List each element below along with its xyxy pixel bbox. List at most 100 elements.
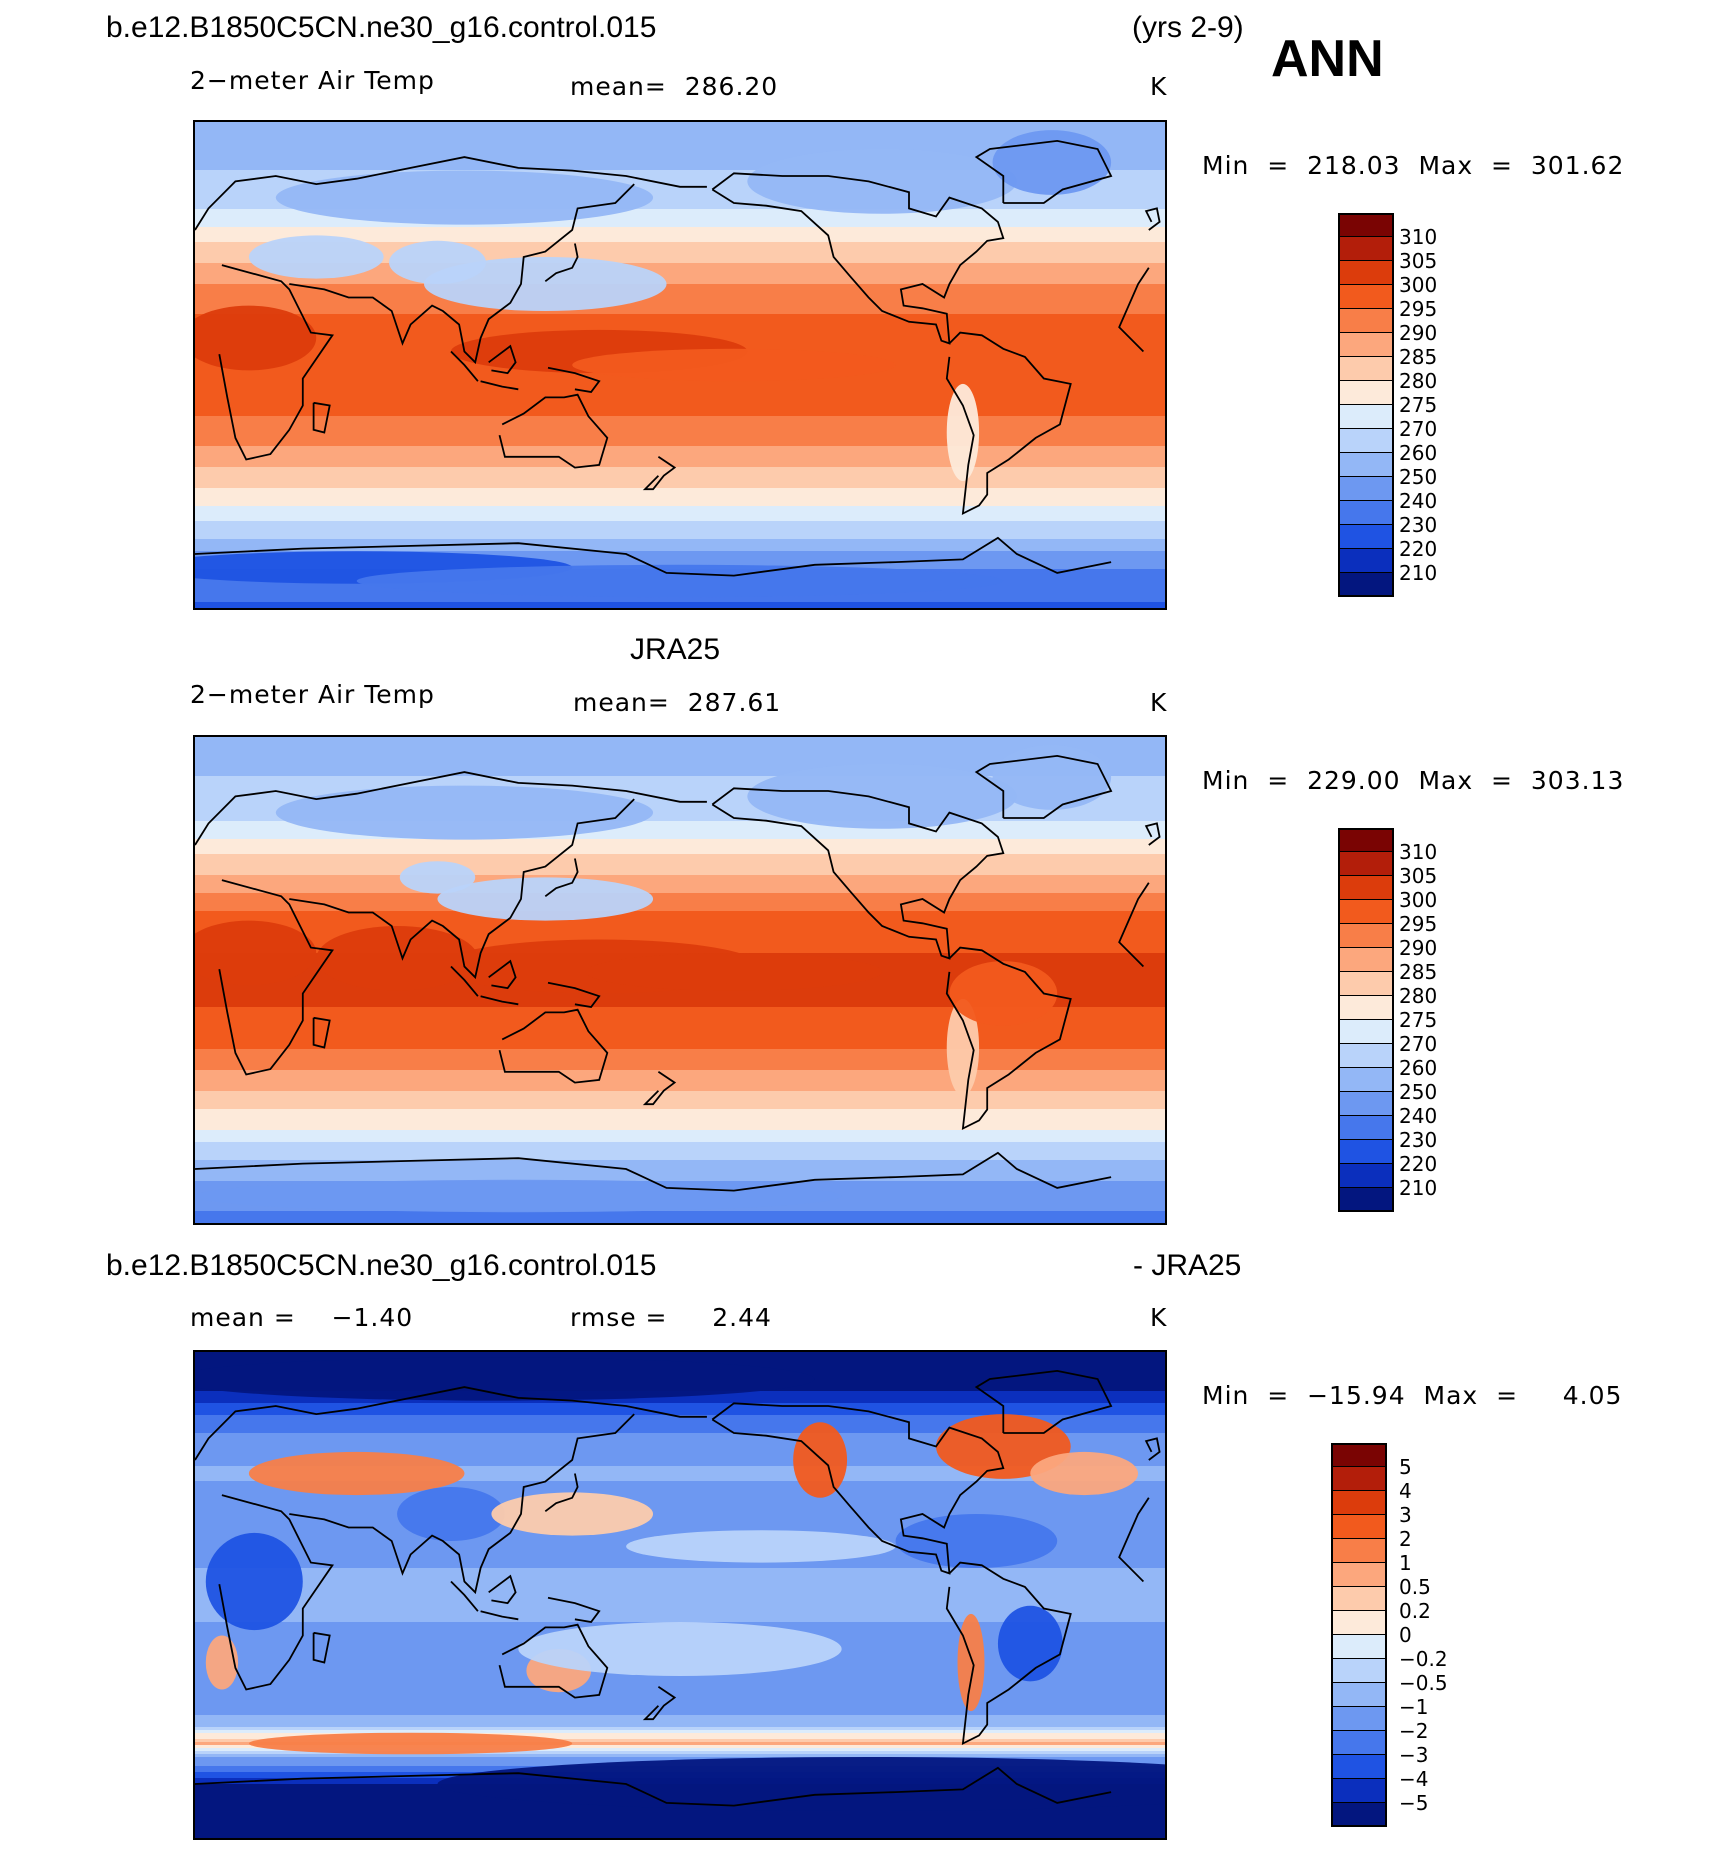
field-band bbox=[195, 413, 1165, 417]
field-band bbox=[195, 1826, 1165, 1830]
coastline bbox=[195, 536, 1112, 577]
field-band bbox=[195, 1070, 1165, 1074]
field-band bbox=[195, 380, 1165, 384]
field-band bbox=[195, 1175, 1165, 1179]
field-band bbox=[195, 1163, 1165, 1167]
colorbar-label: 250 bbox=[1399, 465, 1438, 489]
colorbar-label: −0.2 bbox=[1399, 1647, 1448, 1671]
coastline bbox=[945, 1561, 1072, 1746]
field-band bbox=[195, 1418, 1165, 1422]
field-feature bbox=[793, 1422, 848, 1498]
field-band bbox=[195, 911, 1165, 915]
field-band bbox=[195, 1091, 1165, 1095]
jra25-temperature-map bbox=[193, 735, 1167, 1225]
field-feature bbox=[424, 257, 667, 311]
field-band bbox=[195, 1052, 1165, 1056]
field-band bbox=[195, 521, 1165, 525]
field-band bbox=[195, 1571, 1165, 1575]
field-band bbox=[195, 455, 1165, 459]
field-band bbox=[195, 836, 1165, 840]
field-band bbox=[195, 560, 1165, 564]
field-band bbox=[195, 1106, 1165, 1110]
colorbar-swatch bbox=[1338, 429, 1394, 453]
colorbar-swatch bbox=[1338, 261, 1394, 285]
field-band bbox=[195, 1520, 1165, 1524]
colorbar-label: 3 bbox=[1399, 1503, 1412, 1527]
field-band bbox=[195, 143, 1165, 147]
field-band bbox=[195, 1421, 1165, 1425]
field-band bbox=[195, 134, 1165, 138]
field-band bbox=[195, 179, 1165, 183]
field-band bbox=[195, 1568, 1165, 1572]
field-feature bbox=[992, 130, 1112, 195]
field-band bbox=[195, 536, 1165, 540]
field-band bbox=[195, 128, 1165, 132]
field-band bbox=[195, 122, 1165, 126]
coastline bbox=[480, 380, 519, 391]
field-band bbox=[195, 500, 1165, 504]
colorbar-swatch bbox=[1338, 1020, 1394, 1044]
field-band bbox=[195, 1688, 1165, 1692]
coastline bbox=[498, 393, 609, 469]
field-band bbox=[195, 881, 1165, 885]
season-label: ANN bbox=[1271, 30, 1384, 88]
field-band bbox=[195, 1040, 1165, 1044]
field-band bbox=[195, 1484, 1165, 1488]
field-band bbox=[195, 1835, 1165, 1838]
field-band bbox=[195, 1586, 1165, 1590]
field-band bbox=[195, 1430, 1165, 1434]
field-band bbox=[195, 1079, 1165, 1083]
field-band bbox=[195, 785, 1165, 789]
field-band bbox=[195, 1145, 1165, 1149]
field-band bbox=[195, 797, 1165, 801]
colorbar-swatch bbox=[1338, 309, 1394, 333]
field-band bbox=[195, 743, 1165, 747]
field-band bbox=[195, 1694, 1165, 1698]
field-band bbox=[195, 167, 1165, 171]
colorbar-swatch bbox=[1338, 333, 1394, 357]
field-feature bbox=[389, 240, 486, 284]
field-band bbox=[195, 920, 1165, 924]
field-band bbox=[195, 251, 1165, 255]
colorbar-label: −2 bbox=[1399, 1719, 1429, 1743]
colorbar-label: 270 bbox=[1399, 1032, 1438, 1056]
field-band bbox=[195, 494, 1165, 498]
field-band bbox=[195, 941, 1165, 945]
field-band bbox=[195, 206, 1165, 210]
colorbar-label: 275 bbox=[1399, 1008, 1438, 1032]
panel3-mean: mean = −1.40 bbox=[190, 1303, 414, 1332]
field-band bbox=[195, 314, 1165, 318]
field-band bbox=[195, 1742, 1165, 1746]
coastline bbox=[642, 456, 677, 491]
field-band bbox=[195, 176, 1165, 180]
coastline bbox=[974, 754, 1113, 819]
field-band bbox=[195, 1115, 1165, 1119]
field-band bbox=[195, 749, 1165, 753]
field-band bbox=[195, 1010, 1165, 1014]
field-band bbox=[195, 602, 1165, 606]
field-band bbox=[195, 479, 1165, 483]
field-band bbox=[195, 758, 1165, 762]
field-band bbox=[195, 788, 1165, 792]
field-feature bbox=[946, 998, 980, 1097]
field-band bbox=[195, 1211, 1165, 1215]
field-band bbox=[195, 827, 1165, 831]
field-band bbox=[195, 1355, 1165, 1359]
field-band bbox=[195, 1820, 1165, 1824]
colorbar-label: 275 bbox=[1399, 393, 1438, 417]
field-band bbox=[195, 272, 1165, 276]
field-band bbox=[195, 1598, 1165, 1602]
colorbar-label: 280 bbox=[1399, 369, 1438, 393]
field-band bbox=[195, 929, 1165, 933]
field-band bbox=[195, 173, 1165, 177]
field-band bbox=[195, 1055, 1165, 1059]
colorbar-label: 240 bbox=[1399, 1104, 1438, 1128]
field-band bbox=[195, 383, 1165, 387]
field-band bbox=[195, 320, 1165, 324]
field-band bbox=[195, 410, 1165, 414]
field-band bbox=[195, 245, 1165, 249]
field-band bbox=[195, 557, 1165, 561]
coastline bbox=[974, 139, 1113, 204]
field-band bbox=[195, 287, 1165, 291]
field-band bbox=[195, 260, 1165, 264]
